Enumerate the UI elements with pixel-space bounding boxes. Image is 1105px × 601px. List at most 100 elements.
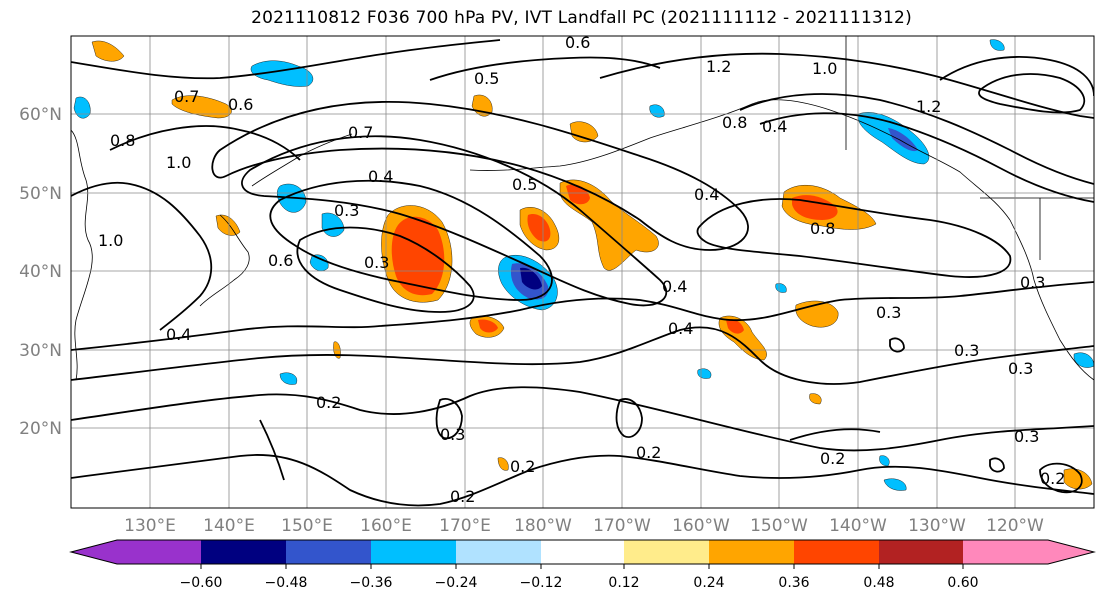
lat-label: 20°N <box>19 419 62 439</box>
shade-positive-core <box>391 216 445 296</box>
contour-label: 0.8 <box>110 131 135 150</box>
contour-line <box>978 73 1086 114</box>
contour-line <box>599 52 1094 119</box>
colorbar-cell <box>709 540 794 564</box>
contour-label: 0.4 <box>166 325 191 344</box>
lat-label: 50°N <box>19 184 62 204</box>
contour-line <box>739 93 1094 185</box>
contour-line <box>211 100 749 251</box>
contour-label: 0.2 <box>636 443 661 462</box>
contour-label: 0.3 <box>954 341 979 360</box>
pv-shading <box>73 39 1094 491</box>
shade-negative <box>309 254 329 272</box>
shade-negative <box>989 39 1005 51</box>
colorbar-extend-min <box>71 540 201 564</box>
lon-label: 130°W <box>908 516 966 536</box>
map-title: 2021110812 F036 700 hPa PV, IVT Landfall… <box>251 8 912 28</box>
lat-label: 30°N <box>19 341 62 361</box>
colorbar-cell <box>456 540 541 564</box>
lon-label: 130°E <box>124 516 176 536</box>
contour-label: 1.2 <box>916 97 941 116</box>
colorbar-cell <box>879 540 963 564</box>
contour-label: 0.4 <box>368 167 393 186</box>
contour-labels: 0.6 0.5 1.2 1.0 1.2 0.7 0.6 0.8 1.0 0.7 … <box>98 33 1065 506</box>
shade-positive <box>569 121 599 143</box>
contour-label: 1.0 <box>812 59 837 78</box>
shade-negative-core <box>520 267 542 290</box>
shade-positive-core <box>726 319 744 334</box>
contour-label: 0.5 <box>512 175 537 194</box>
contour-line <box>759 112 1094 203</box>
contour-label: 1.2 <box>706 57 731 76</box>
lon-label: 160°W <box>672 516 730 536</box>
contour-line <box>615 398 643 438</box>
contour-line <box>429 56 661 81</box>
lon-label: 140°E <box>203 516 255 536</box>
contour-label: 0.3 <box>876 303 901 322</box>
shade-negative-mid <box>888 128 918 152</box>
coast-alaska <box>751 99 1011 221</box>
contour-label: 1.0 <box>166 153 191 172</box>
colorbar-tick-labels: −0.60 −0.48 −0.36 −0.24 −0.12 0.12 0.24 … <box>180 575 979 591</box>
contour-label: 0.3 <box>1020 273 1045 292</box>
contour-label: 1.0 <box>98 231 123 250</box>
map-panel[interactable]: 0.6 0.5 1.2 1.0 1.2 0.7 0.6 0.8 1.0 0.7 … <box>70 33 1095 509</box>
contour-line <box>889 337 905 353</box>
contour-line <box>71 39 501 80</box>
longitude-labels: 130°E 140°E 150°E 160°E 170°E 180°W 170°… <box>124 516 1044 536</box>
colorbar-cell <box>201 540 286 564</box>
contour-label: 0.3 <box>1008 359 1033 378</box>
latitude-labels: 60°N 50°N 40°N 30°N 20°N <box>19 105 62 439</box>
contour-label: 0.6 <box>565 33 590 52</box>
contour-label: 0.2 <box>510 457 535 476</box>
shade-negative <box>883 478 907 491</box>
contour-label: 0.6 <box>268 251 293 270</box>
lon-label: 140°W <box>829 516 887 536</box>
map-frame <box>70 35 1095 509</box>
lon-label: 160°E <box>360 516 412 536</box>
colorbar-cell <box>794 540 879 564</box>
contour-line <box>259 419 285 481</box>
colorbar-tick-label: 0.60 <box>947 575 978 591</box>
lon-label: 120°W <box>986 516 1044 536</box>
lon-label: 150°E <box>281 516 333 536</box>
colorbar-tick-label: 0.12 <box>608 575 639 591</box>
contour-line <box>71 326 1094 385</box>
shade-positive-core <box>478 319 498 333</box>
contour-line <box>696 198 1012 278</box>
lat-label: 40°N <box>19 262 62 282</box>
contour-label: 0.2 <box>450 487 475 506</box>
contour-label: 0.4 <box>694 185 719 204</box>
contour-label: 0.6 <box>228 95 253 114</box>
colorbar-outline <box>69 539 1096 565</box>
contour-label: 0.5 <box>474 69 499 88</box>
contour-label: 0.4 <box>762 117 787 136</box>
colorbar-tick-label: −0.24 <box>435 575 478 591</box>
coast-na-west <box>1009 219 1094 381</box>
lon-label: 170°W <box>593 516 651 536</box>
colorbar-tick-label: −0.12 <box>520 575 563 591</box>
shade-positive <box>91 40 125 62</box>
lon-label: 180°W <box>514 516 572 536</box>
shade-negative <box>279 372 298 385</box>
contour-label: 0.3 <box>440 425 465 444</box>
shade-positive-core <box>527 214 551 242</box>
colorbar-cell <box>371 540 456 564</box>
lon-label: 150°W <box>750 516 808 536</box>
shade-negative <box>775 283 787 293</box>
colorbar-extend-max <box>963 540 1094 564</box>
contour-label: 0.3 <box>334 201 359 220</box>
contour-label: 0.3 <box>1014 427 1039 446</box>
contour-line <box>939 56 1094 97</box>
contour-label: 0.4 <box>668 319 693 338</box>
contour-line <box>789 428 881 441</box>
colorbar-tick-label: 0.48 <box>863 575 894 591</box>
contour-line <box>241 135 668 307</box>
contour-line <box>71 181 213 331</box>
contour-line <box>71 386 1094 452</box>
colorbar-tick-label: 0.36 <box>778 575 809 591</box>
shade-negative <box>321 212 345 237</box>
contour-label: 0.2 <box>316 393 341 412</box>
colorbar-cell <box>541 540 624 564</box>
contour-label: 0.7 <box>348 123 373 142</box>
